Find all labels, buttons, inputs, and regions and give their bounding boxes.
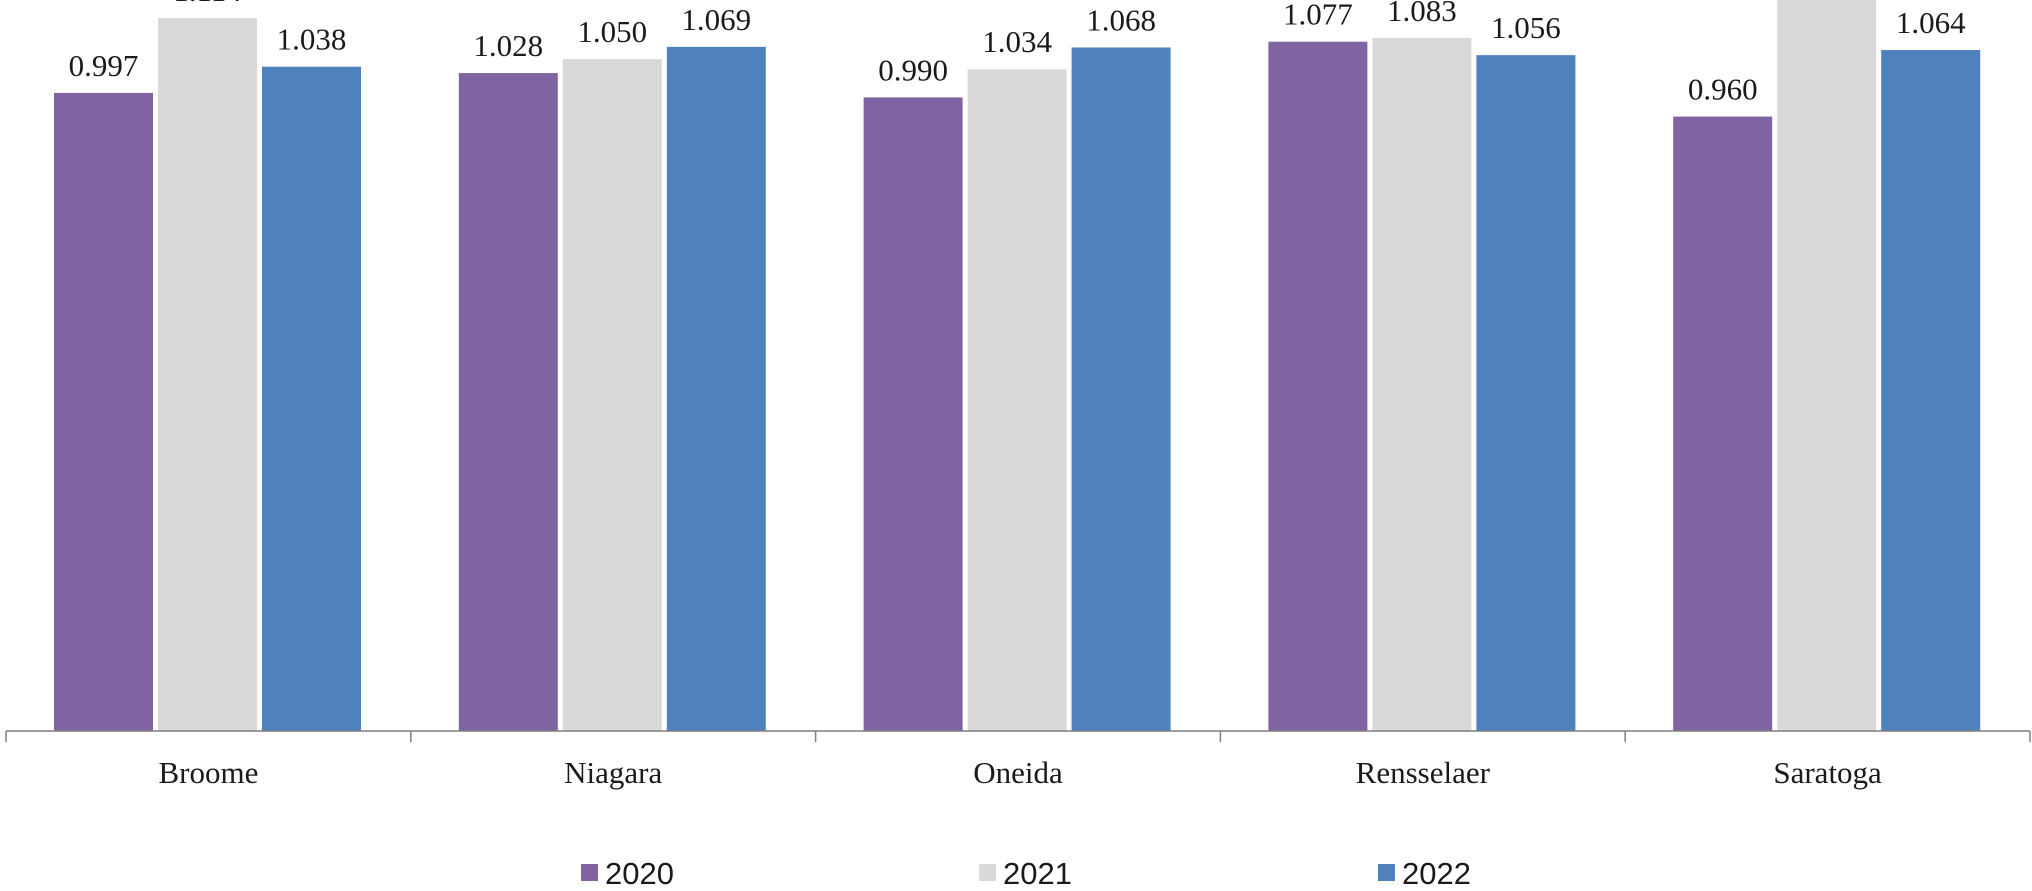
data-label-saratoga-2022: 1.064 — [1896, 5, 1966, 40]
legend-label-2021: 2021 — [1003, 856, 1072, 891]
bars-layer — [54, 0, 1981, 732]
bar-saratoga-2022 — [1881, 50, 1981, 732]
bar-oneida-2020 — [863, 97, 963, 731]
bar-rensselaer-2021 — [1372, 37, 1472, 731]
bar-niagara-2020 — [458, 73, 558, 731]
data-label-niagara-2020: 1.028 — [473, 28, 543, 63]
x-axis: Broome Niagara Oneida Rensselaer Saratoga — [5, 730, 2031, 790]
data-label-rensselaer-2021: 1.083 — [1387, 0, 1457, 28]
bar-niagara-2021 — [562, 59, 662, 731]
legend: 2020 2021 2022 — [581, 856, 1471, 891]
x-tick-label-rensselaer: Rensselaer — [1356, 755, 1491, 790]
bar-saratoga-2021 — [1777, 0, 1877, 732]
data-label-oneida-2020: 0.990 — [878, 52, 948, 87]
data-label-niagara-2022: 1.069 — [681, 2, 751, 37]
value-labels-layer: 0.997 1.114 1.038 1.028 1.050 1.069 0.990 1.034… — [69, 0, 1966, 107]
bar-niagara-2022 — [666, 46, 766, 731]
x-tick-label-niagara: Niagara — [564, 755, 662, 790]
x-tick-label-saratoga: Saratoga — [1773, 755, 1882, 790]
legend-label-2020: 2020 — [605, 856, 674, 891]
data-label-rensselaer-2022: 1.056 — [1491, 10, 1561, 45]
x-tick-label-oneida: Oneida — [973, 755, 1063, 790]
bar-broome-2022 — [262, 66, 361, 732]
bar-oneida-2022 — [1071, 47, 1171, 732]
legend-swatch-2020 — [581, 864, 598, 881]
legend-label-2022: 2022 — [1402, 856, 1471, 891]
bar-saratoga-2020 — [1673, 116, 1773, 732]
bar-oneida-2021 — [967, 69, 1067, 732]
bar-rensselaer-2022 — [1476, 55, 1576, 732]
data-label-rensselaer-2020: 1.077 — [1283, 0, 1353, 32]
legend-swatch-2022 — [1378, 864, 1395, 881]
legend-swatch-2021 — [979, 864, 996, 881]
data-label-oneida-2022: 1.068 — [1086, 2, 1156, 37]
data-label-niagara-2021: 1.050 — [577, 14, 647, 49]
data-label-oneida-2021: 1.034 — [982, 24, 1052, 59]
x-tick-label-broome: Broome — [158, 755, 258, 790]
bar-broome-2020 — [54, 92, 153, 732]
data-label-saratoga-2020: 0.960 — [1688, 72, 1758, 107]
data-label-broome-2021: 1.114 — [173, 0, 242, 8]
bar-rensselaer-2020 — [1268, 41, 1368, 732]
data-label-broome-2020: 0.997 — [69, 48, 139, 83]
bar-broome-2021 — [158, 18, 257, 732]
data-label-broome-2022: 1.038 — [277, 22, 347, 57]
